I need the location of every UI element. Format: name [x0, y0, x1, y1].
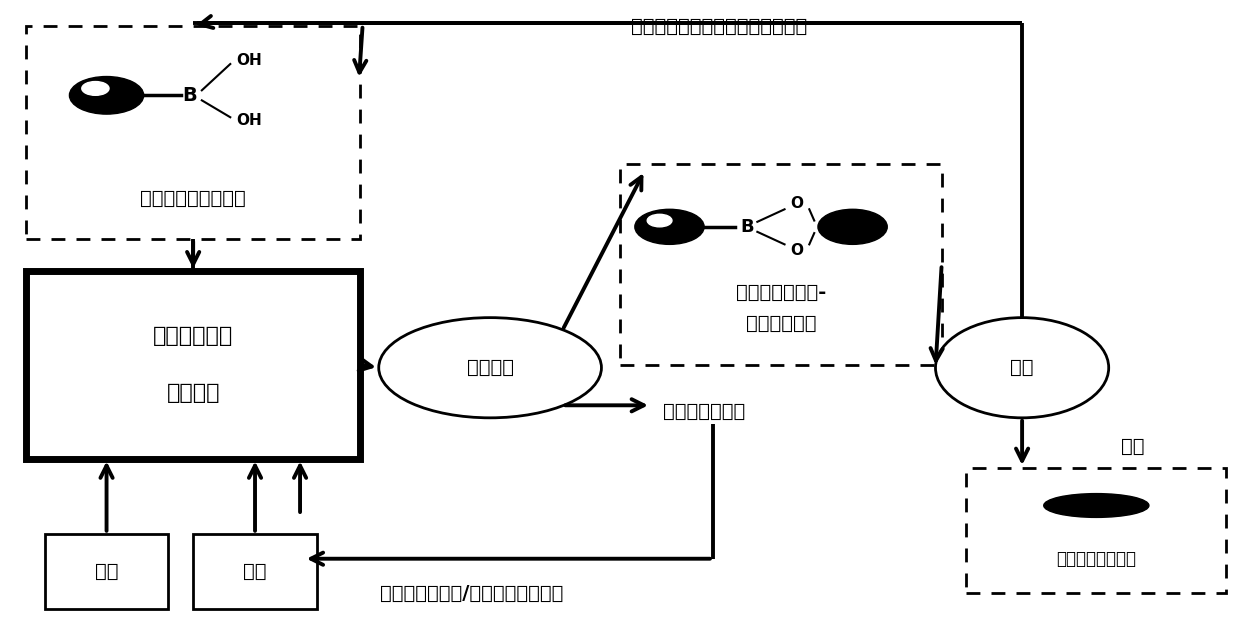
Circle shape: [69, 77, 144, 114]
Text: O: O: [790, 243, 804, 258]
Text: 固液分离: 固液分离: [466, 359, 513, 377]
Text: 吸附体系: 吸附体系: [166, 383, 219, 403]
Text: 乳糖异构化体系: 乳糖异构化体系: [663, 402, 745, 421]
Bar: [193, 533, 317, 609]
Text: OH: OH: [237, 53, 262, 69]
Circle shape: [818, 209, 888, 244]
Text: B: B: [740, 218, 754, 236]
Bar: [620, 164, 941, 365]
Text: 苯硼酸基聚合物-: 苯硼酸基聚合物-: [735, 283, 826, 302]
Bar: [45, 533, 169, 609]
Ellipse shape: [1044, 494, 1149, 518]
Circle shape: [82, 82, 109, 96]
Text: 烘干: 烘干: [1121, 437, 1145, 455]
Text: 乳糖: 乳糖: [243, 562, 267, 581]
Circle shape: [635, 209, 704, 244]
Text: 苯硼酸基聚合物载体: 苯硼酸基聚合物载体: [140, 189, 246, 208]
Text: OH: OH: [237, 113, 262, 128]
Text: 异构化选择性: 异构化选择性: [153, 326, 233, 347]
Text: 苯硼酸基聚合物载体重复循环使用: 苯硼酸基聚合物载体重复循环使用: [631, 17, 807, 36]
Bar: [966, 468, 1226, 593]
Text: 碱液: 碱液: [94, 562, 118, 581]
Text: 解吸: 解吸: [1011, 359, 1034, 377]
Bar: [26, 26, 360, 240]
Ellipse shape: [378, 318, 601, 418]
Text: 乳果糖结合物: 乳果糖结合物: [745, 314, 816, 333]
Text: 批次间歇型反应/柱色谱连续型反应: 批次间歇型反应/柱色谱连续型反应: [379, 584, 563, 603]
Circle shape: [647, 214, 672, 227]
Text: O: O: [790, 196, 804, 211]
Text: 高纯度乳果糖溶液: 高纯度乳果糖溶液: [1056, 550, 1136, 568]
Bar: [26, 270, 360, 459]
Ellipse shape: [935, 318, 1109, 418]
Text: B: B: [182, 86, 197, 105]
